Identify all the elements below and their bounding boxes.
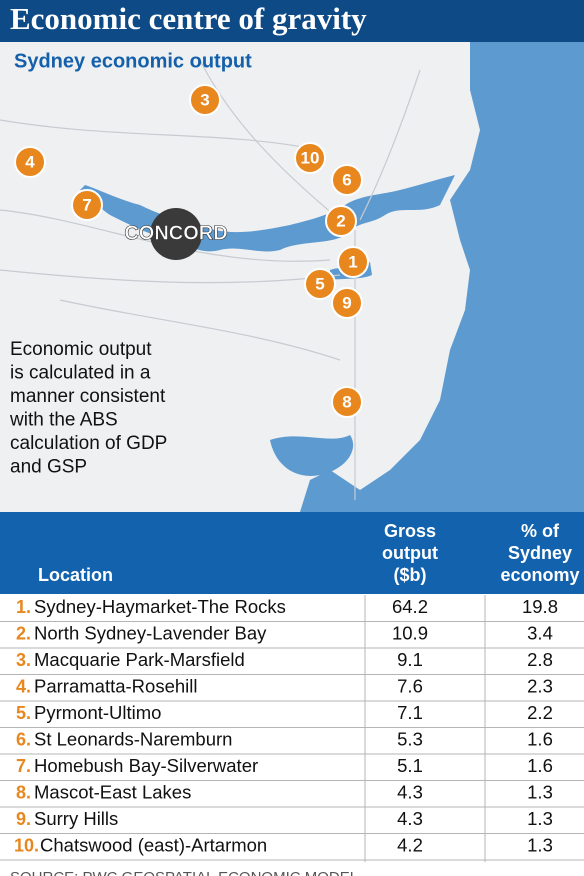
column-header: Sydney bbox=[508, 543, 572, 563]
location: Chatswood (east)-Artarmon bbox=[40, 835, 267, 856]
column-header: % of bbox=[521, 521, 560, 541]
gross-output: 10.9 bbox=[392, 623, 428, 644]
share: 1.3 bbox=[527, 808, 553, 829]
map-marker bbox=[189, 84, 221, 116]
gross-output: 4.3 bbox=[397, 808, 423, 829]
column-header: economy bbox=[500, 565, 579, 585]
map-layer: 1 2 3 4 5 6 7 8 9 10 CONCORD Economic output is calc… bbox=[9, 84, 369, 478]
subtitle: Sydney economic output bbox=[14, 50, 252, 72]
gross-output: 9.1 bbox=[397, 649, 423, 670]
location: Pyrmont-Ultimo bbox=[34, 702, 161, 723]
location: Surry Hills bbox=[34, 808, 118, 829]
location: Macquarie Park-Marsfield bbox=[34, 649, 245, 670]
map-marker-label: 2 bbox=[336, 211, 345, 230]
map-marker bbox=[14, 146, 46, 178]
rank: 8. bbox=[16, 783, 31, 803]
map-marker bbox=[331, 287, 363, 319]
map-marker-label: 1 bbox=[348, 252, 357, 271]
map-note: is calculated in a bbox=[10, 363, 151, 384]
map-marker bbox=[331, 386, 363, 418]
gross-output: 5.1 bbox=[397, 755, 423, 776]
source: SOURCE: PWC GEOSPATIAL ECONOMIC MODEL bbox=[10, 869, 358, 876]
gross-output: 7.6 bbox=[397, 676, 423, 697]
rank: 1. bbox=[16, 597, 31, 617]
share: 1.6 bbox=[527, 729, 553, 750]
rank: 4. bbox=[16, 677, 31, 697]
gross-output: 5.3 bbox=[397, 729, 423, 750]
map-botany-bay bbox=[270, 435, 354, 476]
map-marker bbox=[325, 205, 357, 237]
title: Economic centre of gravity bbox=[10, 1, 367, 36]
location: St Leonards-Naremburn bbox=[34, 729, 232, 750]
gross-output: 4.2 bbox=[397, 835, 423, 856]
column-header: Gross bbox=[384, 521, 436, 541]
rank: 3. bbox=[16, 650, 31, 670]
map-marker-label: 8 bbox=[342, 392, 351, 411]
share: 2.2 bbox=[527, 702, 553, 723]
centre-dot bbox=[150, 208, 202, 260]
centre-label: CONCORD bbox=[124, 222, 227, 244]
map-note: with the ABS bbox=[9, 410, 118, 431]
map-marker-label: 4 bbox=[25, 152, 35, 171]
map-note: Economic output bbox=[10, 339, 152, 360]
rank: 5. bbox=[16, 703, 31, 723]
gross-output: 7.1 bbox=[397, 702, 423, 723]
rank: 9. bbox=[16, 809, 31, 829]
map-marker-label: 3 bbox=[200, 90, 209, 109]
column-header: output bbox=[382, 543, 438, 563]
location: Sydney-Haymarket-The Rocks bbox=[34, 596, 286, 617]
location: Mascot-East Lakes bbox=[34, 782, 191, 803]
map-marker-label: 7 bbox=[82, 195, 91, 214]
share: 2.8 bbox=[527, 649, 553, 670]
share: 2.3 bbox=[527, 676, 553, 697]
column-header: Location bbox=[38, 565, 113, 585]
location: North Sydney-Lavender Bay bbox=[34, 623, 267, 644]
share: 1.3 bbox=[527, 782, 553, 803]
share: 1.3 bbox=[527, 835, 553, 856]
map-marker-label: 10 bbox=[301, 148, 320, 167]
share: 1.6 bbox=[527, 755, 553, 776]
map-marker-label: 6 bbox=[342, 170, 351, 189]
map-note: calculation of GDP bbox=[10, 433, 167, 454]
rank: 7. bbox=[16, 756, 31, 776]
rank: 10. bbox=[14, 836, 39, 856]
title-bar bbox=[0, 0, 584, 42]
map-marker-label: 5 bbox=[315, 274, 324, 293]
gross-output: 4.3 bbox=[397, 782, 423, 803]
map-ocean bbox=[300, 42, 584, 512]
table-header bbox=[0, 512, 584, 594]
rank: 2. bbox=[16, 624, 31, 644]
map-marker bbox=[331, 164, 363, 196]
map-marker-label: 9 bbox=[342, 293, 351, 312]
share: 19.8 bbox=[522, 596, 558, 617]
location: Parramatta-Rosehill bbox=[34, 676, 197, 697]
map-note: manner consistent bbox=[10, 386, 166, 407]
map-marker bbox=[294, 142, 326, 174]
map-marker bbox=[337, 246, 369, 278]
location: Homebush Bay-Silverwater bbox=[34, 755, 258, 776]
map-marker bbox=[71, 189, 103, 221]
share: 3.4 bbox=[527, 623, 553, 644]
rank: 6. bbox=[16, 730, 31, 750]
column-header: ($b) bbox=[394, 565, 427, 585]
map-marker bbox=[304, 268, 336, 300]
map-note: and GSP bbox=[10, 457, 87, 478]
gross-output: 64.2 bbox=[392, 596, 428, 617]
